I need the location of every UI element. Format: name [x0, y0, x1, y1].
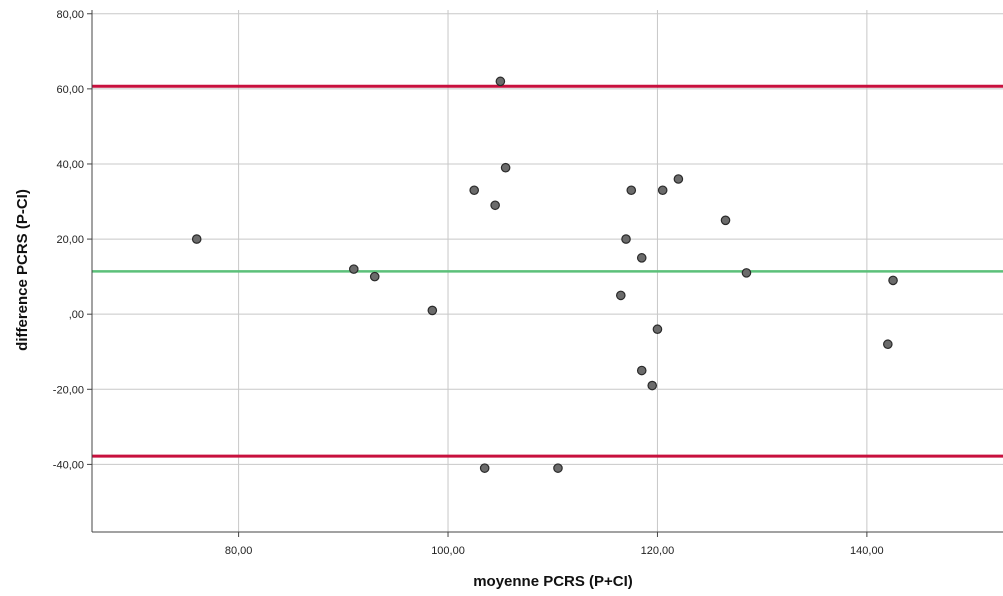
y-tick-label: 60,00 [56, 84, 84, 96]
data-point [741, 268, 752, 278]
data-point [626, 185, 637, 196]
data-points [191, 76, 898, 473]
data-point [369, 271, 380, 282]
tick-labels: 80,00 100,00 120,00 140,00 80,00 60,00 40,00 20… [53, 9, 884, 557]
x-tick-label: 80,00 [225, 545, 253, 557]
x-axis-title: moyenne PCRS (P+CI) [473, 573, 633, 590]
y-tick-label: 40,00 [56, 159, 84, 171]
data-point [553, 463, 563, 473]
y-tick-label: ,00 [69, 309, 84, 321]
data-point [479, 463, 490, 473]
y-tick-label: -40,00 [53, 459, 84, 471]
axes [87, 10, 1003, 537]
data-point [636, 365, 647, 376]
y-tick-label: 80,00 [56, 9, 84, 21]
data-point [500, 162, 511, 173]
data-point [883, 339, 893, 350]
x-tick-label: 120,00 [641, 545, 675, 557]
data-point [636, 253, 647, 263]
y-axis-title: difference PCRS (P-CI) [14, 189, 31, 351]
data-point [720, 215, 731, 226]
x-tick-label: 100,00 [431, 545, 465, 557]
data-point [427, 305, 438, 316]
data-point [490, 200, 500, 211]
reference-lines [92, 84, 1003, 458]
x-tick-label: 140,00 [850, 545, 884, 557]
data-point [495, 76, 506, 87]
data-point [652, 324, 663, 335]
y-tick-label: 20,00 [56, 234, 84, 246]
data-point [888, 275, 898, 286]
y-tick-label: -20,00 [53, 384, 84, 396]
data-point [673, 174, 684, 184]
data-point [657, 185, 668, 196]
data-point [348, 264, 359, 274]
data-point [615, 290, 626, 301]
data-point [647, 380, 658, 391]
grid [92, 10, 1003, 532]
data-point [469, 185, 480, 196]
data-point [621, 234, 631, 244]
data-point [191, 234, 202, 244]
